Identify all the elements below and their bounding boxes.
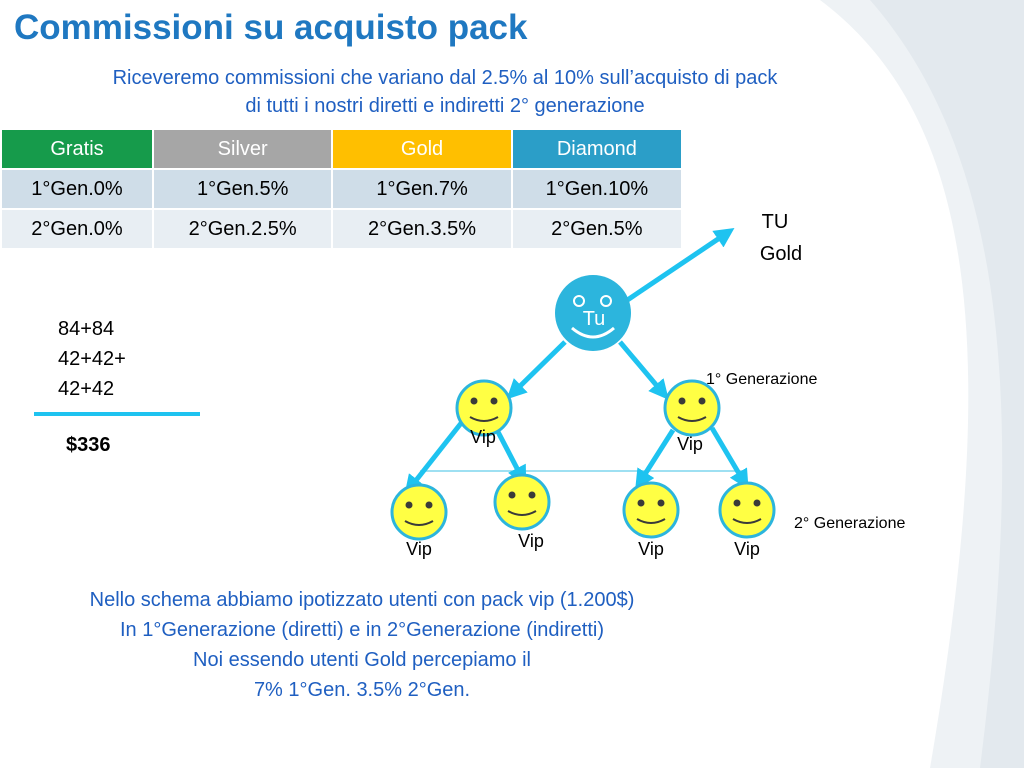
smiley-eye [600, 295, 612, 307]
table-cell: 1°Gen.10% [512, 170, 681, 208]
vip-label: Vip [734, 539, 760, 559]
vip-node-gen2-4 [718, 481, 776, 539]
vip-node-gen1-left [455, 379, 513, 437]
arrow-vip-right-to-gen2-4 [709, 426, 749, 490]
table-cell: 2°Gen.5% [512, 210, 681, 248]
generation-1-label: 1° Generazione [706, 371, 817, 388]
vip-node-gen1-right [663, 379, 721, 437]
vip-label: Vip [677, 434, 703, 454]
note-line: 7% 1°Gen. 3.5% 2°Gen. [253, 679, 471, 701]
subtitle-line-1: Riceveremo commissioni che variano dal 2… [112, 67, 778, 89]
header-gold: Gold [333, 130, 511, 168]
calculation-line: 84+84 [58, 318, 115, 340]
table-cell: 1°Gen.5% [153, 170, 332, 208]
root-user-node: Tu [555, 275, 631, 351]
explanation-notes: Nello schema abbiamo ipotizzato utenti c… [0, 585, 724, 705]
table-row: 1°Gen.0% 1°Gen.5% 1°Gen.7% 1°Gen.10% [2, 170, 681, 208]
arrow-root-to-vip-right [618, 340, 669, 400]
vip-label: Vip [406, 539, 432, 559]
calculation-line: 42+42+ [58, 348, 126, 370]
table-cell: 2°Gen.2.5% [153, 210, 332, 248]
arrow-root-to-target [618, 227, 735, 308]
table-cell: 1°Gen.7% [333, 170, 511, 208]
sum-divider [34, 412, 200, 416]
table-row: 2°Gen.0% 2°Gen.2.5% 2°Gen.3.5% 2°Gen.5% [2, 210, 681, 248]
note-line: In 1°Generazione (diretti) e in 2°Genera… [119, 619, 604, 641]
vip-label: Vip [470, 427, 496, 447]
note-line: Nello schema abbiamo ipotizzato utenti c… [89, 589, 635, 611]
header-diamond: Diamond [512, 130, 681, 168]
table-header-row: Gratis Silver Gold Diamond [2, 130, 681, 168]
subtitle-line-2: di tutti i nostri diretti e indiretti 2°… [245, 95, 645, 117]
table-cell: 1°Gen.0% [2, 170, 152, 208]
header-gratis: Gratis [2, 130, 152, 168]
calculation-total: $336 [66, 434, 111, 456]
note-line: Noi essendo utenti Gold percepiamo il [193, 649, 531, 671]
table-cell: 2°Gen.3.5% [333, 210, 511, 248]
smiley-mouth [571, 326, 615, 339]
header-silver: Silver [153, 130, 332, 168]
arrow-root-to-vip-left [506, 340, 567, 400]
table-cell: 2°Gen.0% [2, 210, 152, 248]
vip-node-gen2-2 [493, 473, 551, 531]
calculation: 84+84 42+42+ 42+42 [58, 314, 126, 404]
commission-table: Gratis Silver Gold Diamond 1°Gen.0% 1°Ge… [0, 128, 683, 250]
vip-label: Vip [518, 531, 544, 551]
calculation-line: 42+42 [58, 378, 115, 400]
root-user-label: Tu [583, 308, 606, 330]
smiley-eye [573, 295, 585, 307]
generation-2-label: 2° Generazione [794, 515, 905, 532]
arrow-vip-left-to-gen2-1 [404, 420, 464, 496]
vip-node-gen2-3 [622, 481, 680, 539]
vip-label: Vip [638, 539, 664, 559]
target-label-gold: Gold [760, 243, 802, 265]
subtitle: Riceveremo commissioni che variano dal 2… [10, 64, 880, 120]
arrow-vip-left-to-gen2-2 [493, 426, 527, 486]
page-title: Commissioni su acquisto pack [14, 8, 528, 47]
target-label-tu: TU [762, 211, 789, 233]
arrow-vip-right-to-gen2-3 [635, 428, 676, 490]
vip-node-gen2-1 [390, 483, 448, 541]
